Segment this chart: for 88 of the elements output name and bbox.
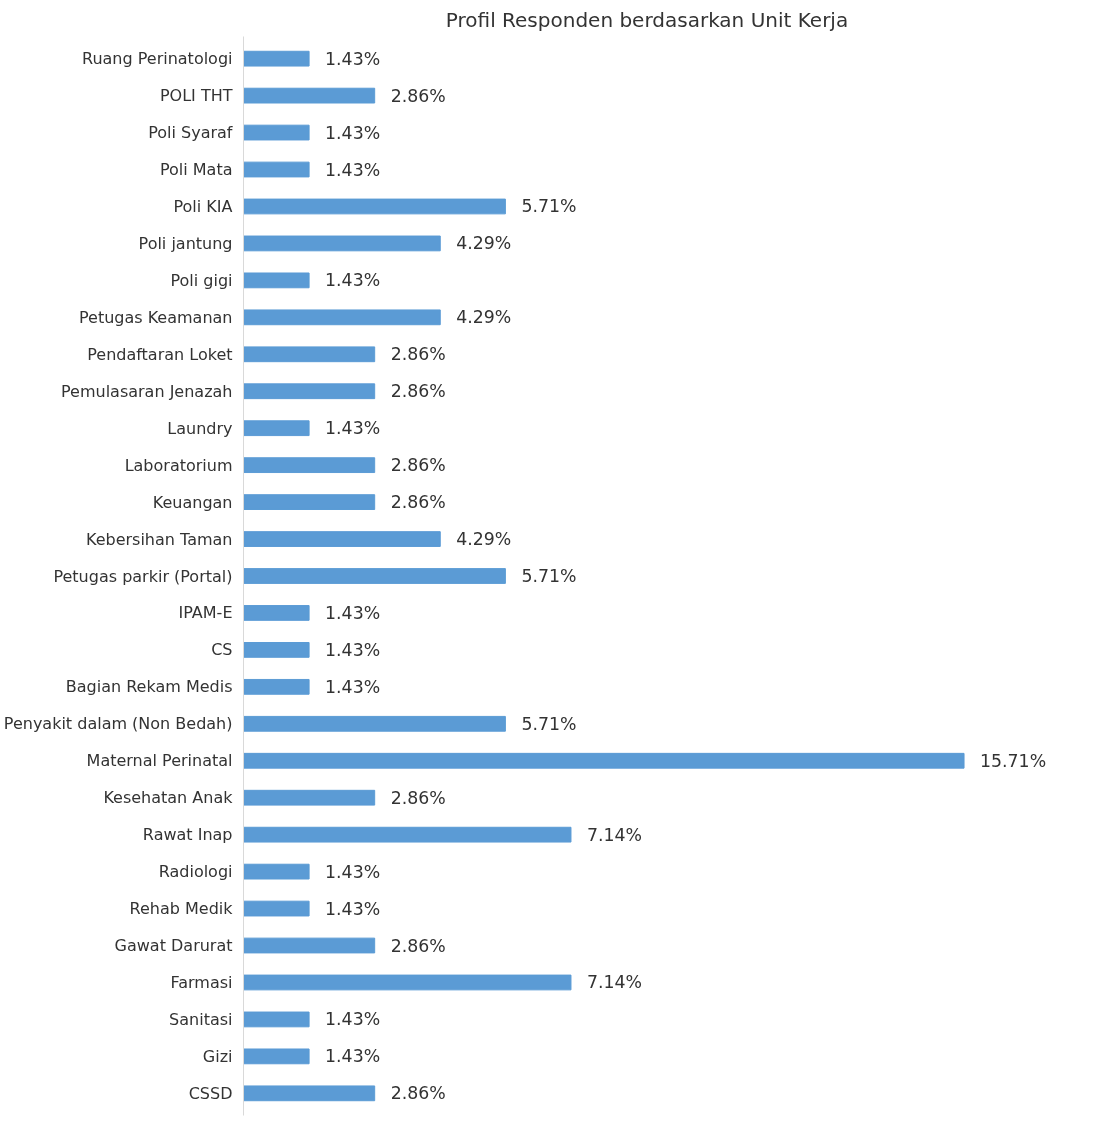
- bar: [243, 752, 965, 769]
- data-label: 2.86%: [390, 1083, 446, 1104]
- y-tick-label: Pemulasaran Jenazah: [61, 381, 233, 401]
- y-tick-label: Rehab Medik: [129, 899, 234, 919]
- bar: [243, 678, 310, 695]
- y-tick-label: Petugas Keamanan: [78, 307, 233, 327]
- data-label: 1.43%: [325, 602, 381, 623]
- y-tick-label: Petugas parkir (Portal): [53, 566, 233, 586]
- y-tick-label: Pendaftaran Loket: [87, 344, 233, 364]
- bar: [243, 124, 310, 141]
- bar: [243, 87, 376, 104]
- y-tick-label: Poli KIA: [173, 196, 233, 216]
- y-tick-label: Poli Mata: [159, 160, 233, 180]
- data-label: 2.86%: [390, 935, 446, 956]
- bar: [243, 863, 310, 880]
- y-tick-label: Laboratorium: [124, 455, 233, 475]
- y-tick-label: Penyakit dalam (Non Bedah): [3, 714, 233, 734]
- data-label: 7.14%: [586, 972, 643, 993]
- data-label: 2.86%: [390, 787, 446, 808]
- data-label: 7.14%: [586, 824, 643, 845]
- bar: [243, 568, 506, 584]
- data-label: 4.29%: [456, 307, 512, 328]
- bar: [243, 900, 310, 917]
- bar: [243, 50, 310, 67]
- data-label: 2.86%: [390, 344, 446, 365]
- data-label: 1.43%: [325, 861, 381, 882]
- bar: [243, 642, 310, 658]
- bar: [243, 161, 310, 178]
- y-tick-label: Kebersihan Taman: [85, 529, 233, 549]
- bar: [243, 605, 310, 621]
- y-tick-label: Radiologi: [158, 862, 233, 882]
- bar: [243, 826, 572, 843]
- y-tick-label: Poli gigi: [170, 270, 233, 290]
- data-label: 1.43%: [325, 639, 381, 660]
- y-tick-label: CS: [211, 640, 233, 660]
- bar: [243, 974, 572, 991]
- bar: [243, 937, 376, 954]
- data-label: 2.86%: [390, 381, 446, 402]
- data-label: 1.43%: [325, 48, 381, 69]
- bar: [243, 309, 441, 326]
- chart-title: Profil Responden berdasarkan Unit Kerja: [445, 7, 849, 32]
- data-label: 1.43%: [325, 418, 381, 439]
- data-label: 5.71%: [521, 566, 577, 586]
- data-label: 1.43%: [325, 159, 381, 180]
- data-label: 1.43%: [325, 270, 381, 291]
- bar: [243, 1011, 310, 1028]
- y-tick-label: Gawat Darurat: [114, 936, 233, 956]
- data-label: 1.43%: [325, 898, 381, 919]
- bar: [243, 198, 506, 215]
- data-label: 1.43%: [325, 676, 381, 697]
- y-tick-label: Maternal Perinatal: [86, 751, 233, 771]
- bar: [243, 346, 376, 363]
- y-tick-label: Laundry: [167, 418, 233, 438]
- y-tick-label: Bagian Rekam Medis: [65, 677, 233, 697]
- y-tick-label: Keuangan: [152, 492, 233, 512]
- bar: [243, 272, 310, 289]
- data-label: 4.29%: [456, 529, 512, 550]
- bar: [243, 531, 441, 547]
- y-tick-label: POLI THT: [159, 86, 233, 106]
- y-tick-label: Gizi: [202, 1046, 233, 1066]
- bar: [243, 235, 441, 252]
- data-label: 2.86%: [390, 85, 446, 106]
- y-tick-label: Poli jantung: [138, 233, 233, 253]
- data-label: 1.43%: [325, 1046, 381, 1067]
- bar: [243, 1085, 376, 1102]
- bar: [243, 420, 310, 437]
- y-tick-label: CSSD: [188, 1083, 233, 1103]
- bar: [243, 789, 376, 806]
- data-label: 2.86%: [390, 455, 446, 476]
- data-label: 5.71%: [521, 196, 577, 217]
- y-tick-label: Rawat Inap: [142, 825, 233, 845]
- bar: [243, 715, 506, 732]
- bar: [243, 457, 376, 474]
- bar: [243, 494, 376, 510]
- bar: [243, 383, 376, 400]
- y-tick-label: Poli Syaraf: [148, 123, 233, 143]
- data-label: 15.71%: [980, 750, 1047, 771]
- bar: [243, 1048, 310, 1065]
- y-tick-label: IPAM-E: [178, 603, 233, 623]
- data-label: 4.29%: [456, 233, 512, 254]
- data-label: 1.43%: [325, 1009, 381, 1030]
- data-label: 1.43%: [325, 122, 381, 143]
- data-label: 2.86%: [390, 492, 446, 513]
- y-tick-label: Sanitasi: [169, 1009, 233, 1029]
- y-tick-label: Kesehatan Anak: [103, 788, 234, 808]
- y-tick-label: Farmasi: [170, 972, 233, 992]
- y-tick-label: Ruang Perinatologi: [81, 49, 233, 69]
- data-label: 5.71%: [521, 713, 577, 734]
